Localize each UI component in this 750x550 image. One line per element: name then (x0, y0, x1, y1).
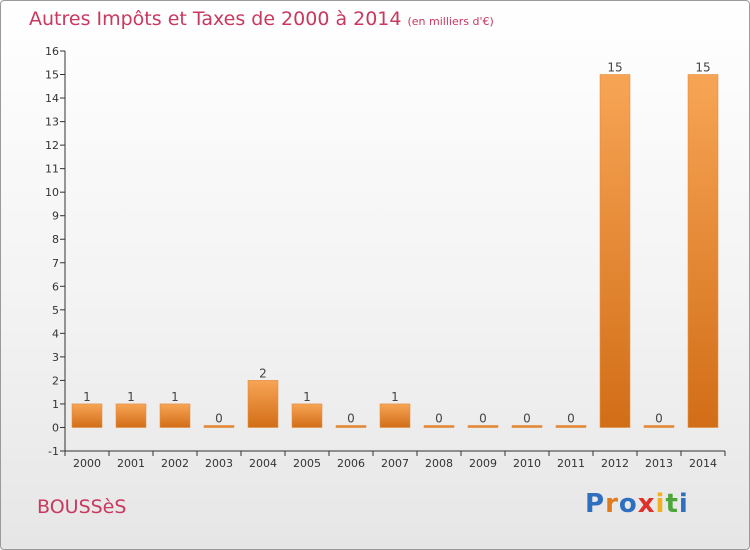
x-tick-label: 2005 (293, 457, 321, 470)
bar-2003 (203, 425, 235, 428)
x-tick-label: 2004 (249, 457, 277, 470)
data-label: 1 (391, 390, 399, 404)
data-label: 0 (347, 411, 355, 425)
logo-letter: r (605, 489, 619, 519)
y-tick-label: 7 (52, 257, 59, 270)
x-tick-label: 2002 (161, 457, 189, 470)
y-tick-label: 14 (45, 92, 59, 105)
chart-title: Autres Impôts et Taxes de 2000 à 2014 (en… (29, 8, 494, 30)
logo-letter: o (618, 489, 638, 519)
y-tick-label: 0 (52, 421, 59, 434)
y-tick-label: 5 (52, 304, 59, 317)
bar-2002 (159, 403, 191, 428)
data-label: 1 (303, 390, 311, 404)
bar-2008 (423, 425, 455, 428)
y-tick-label: 16 (45, 45, 59, 58)
logo-letter: x (637, 489, 656, 519)
bar-2006 (335, 425, 367, 428)
bar-2013 (643, 425, 675, 428)
bar-2001 (115, 403, 147, 428)
bar-2007 (379, 403, 411, 428)
y-tick-label: 11 (45, 163, 59, 176)
y-tick-label: 12 (45, 139, 59, 152)
data-label: 0 (523, 411, 531, 425)
x-tick-label: 2012 (601, 457, 629, 470)
commune-name: BOUSSèS (37, 496, 127, 518)
x-tick-label: 2013 (645, 457, 673, 470)
data-label: 2 (259, 366, 267, 380)
data-label: 0 (655, 411, 663, 425)
bar-2000 (71, 403, 103, 428)
logo-letter: P (585, 489, 606, 519)
x-tick-label: 2000 (73, 457, 101, 470)
y-tick-label: 6 (52, 280, 59, 293)
y-tick-label: 9 (52, 210, 59, 223)
data-label: 15 (695, 61, 710, 75)
data-label: 1 (83, 390, 91, 404)
proxiti-logo: Proxiti (585, 489, 689, 519)
bar-2014 (687, 74, 719, 428)
x-tick-label: 2003 (205, 457, 233, 470)
y-tick-label: 3 (52, 351, 59, 364)
data-label: 0 (435, 411, 443, 425)
chart-title-text: Autres Impôts et Taxes de 2000 à 2014 (29, 8, 402, 30)
y-tick-label: 8 (52, 233, 59, 246)
x-tick-label: 2001 (117, 457, 145, 470)
bar-2009 (467, 425, 499, 428)
bar-2011 (555, 425, 587, 428)
bar-2004 (247, 380, 279, 428)
data-label: 0 (215, 411, 223, 425)
y-tick-label: -1 (48, 445, 59, 458)
logo-letter: t (665, 489, 679, 519)
y-tick-label: 2 (52, 374, 59, 387)
data-label: 0 (567, 411, 575, 425)
data-label: 15 (607, 61, 622, 75)
data-label: 0 (479, 411, 487, 425)
y-tick-label: 1 (52, 398, 59, 411)
x-tick-label: 2010 (513, 457, 541, 470)
bar-2012 (599, 74, 631, 428)
logo-letter: i (678, 489, 689, 519)
y-tick-label: 15 (45, 69, 59, 82)
bar-2005 (291, 403, 323, 428)
y-tick-label: 13 (45, 116, 59, 129)
bar-2010 (511, 425, 543, 428)
data-label: 1 (171, 390, 179, 404)
chart-subtitle: (en milliers d'€) (407, 15, 494, 28)
x-tick-label: 2007 (381, 457, 409, 470)
y-tick-label: 10 (45, 186, 59, 199)
x-tick-label: 2011 (557, 457, 585, 470)
data-label: 1 (127, 390, 135, 404)
x-tick-label: 2006 (337, 457, 365, 470)
x-tick-label: 2009 (469, 457, 497, 470)
logo-letter: i (655, 489, 666, 519)
y-tick-label: 4 (52, 327, 59, 340)
x-tick-label: 2008 (425, 457, 453, 470)
x-tick-label: 2014 (689, 457, 717, 470)
